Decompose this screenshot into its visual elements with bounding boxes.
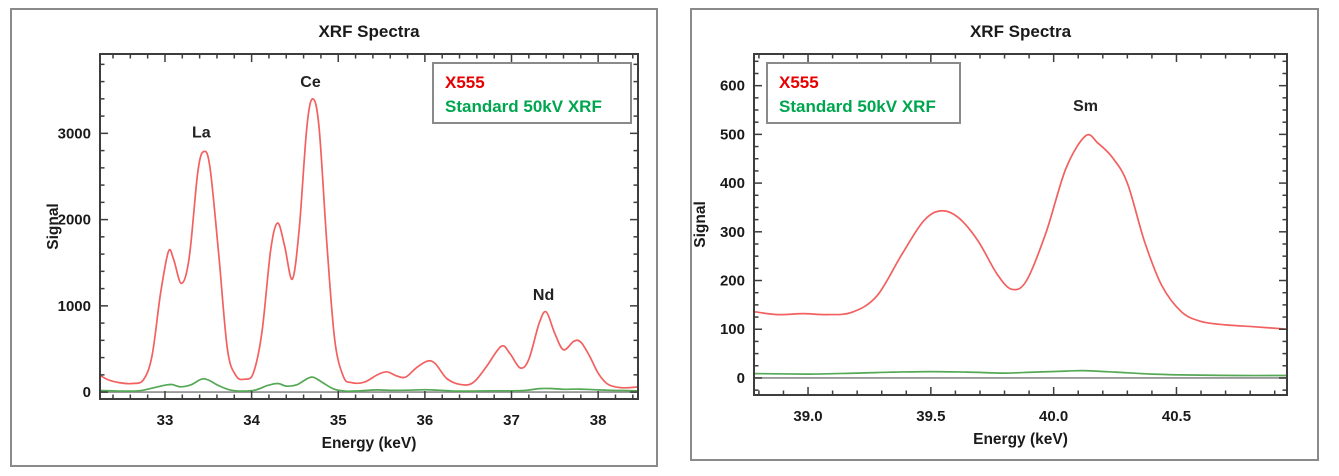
- y-tick-label: 500: [720, 126, 745, 143]
- x-tick-label: 39.0: [793, 408, 822, 425]
- y-tick-label: 100: [720, 321, 745, 338]
- x-tick-label: 37: [503, 412, 520, 429]
- y-tick-label: 400: [720, 175, 745, 192]
- y-tick-label: 0: [83, 384, 91, 401]
- legend-item-standard-xrf: Standard 50kV XRF: [779, 97, 936, 116]
- series-curve-standard-xrf: [99, 376, 639, 393]
- x-axis-label: Energy (keV): [322, 435, 417, 452]
- series-curve-standard-xrf: [753, 369, 1288, 377]
- y-tick-label: 3000: [58, 125, 91, 142]
- x-tick-label: 40.5: [1162, 408, 1191, 425]
- y-tick-label: 200: [720, 273, 745, 290]
- y-tick-label: 2000: [58, 212, 91, 229]
- xrf-chart-panel-left: XRF Spectra 33 34 35 36 37 38 0 1000 2000 3000 Ener…: [10, 8, 658, 467]
- peak-label-nd: Nd: [533, 287, 554, 304]
- legend-item-x555: X555: [445, 73, 485, 92]
- xrf-chart-right: XRF Spectra 39.0 39.5 40.0 40.5 0 100 200 300 400…: [692, 22, 1288, 448]
- x-axis-label: Energy (keV): [973, 431, 1068, 448]
- y-axis-label: Signal: [45, 203, 62, 250]
- xrf-chart-panel-right: XRF Spectra 39.0 39.5 40.0 40.5 0 100 200 300 400…: [690, 8, 1319, 461]
- plot-frame: [99, 53, 639, 400]
- peak-label-ce: Ce: [300, 74, 321, 91]
- x-tick-label: 40.0: [1039, 408, 1068, 425]
- legend-box: [432, 62, 632, 124]
- y-tick-label: 1000: [58, 298, 91, 315]
- x-tick-label: 39.5: [916, 408, 945, 425]
- series-curve-x555: [753, 133, 1288, 331]
- series-curve-x555: [99, 98, 639, 389]
- y-tick-label: 600: [720, 78, 745, 95]
- x-tick-label: 35: [330, 412, 347, 429]
- peak-label-la: La: [192, 125, 211, 142]
- x-tick-label: 38: [590, 412, 607, 429]
- legend-item-standard-xrf: Standard 50kV XRF: [445, 97, 602, 116]
- peak-label-sm: Sm: [1073, 98, 1098, 115]
- y-tick-label: 300: [720, 224, 745, 241]
- chart-title: XRF Spectra: [970, 22, 1072, 41]
- y-tick-label: 0: [737, 370, 745, 387]
- y-axis-label: Signal: [692, 201, 709, 248]
- x-tick-label: 36: [417, 412, 434, 429]
- chart-title: XRF Spectra: [318, 22, 420, 41]
- x-tick-label: 34: [243, 412, 260, 429]
- plot-frame: [753, 53, 1288, 396]
- legend-box: [766, 62, 961, 124]
- legend-item-x555: X555: [779, 73, 819, 92]
- xrf-chart-left: XRF Spectra 33 34 35 36 37 38 0 1000 2000 3000 Ener…: [45, 22, 639, 452]
- x-tick-label: 33: [157, 412, 174, 429]
